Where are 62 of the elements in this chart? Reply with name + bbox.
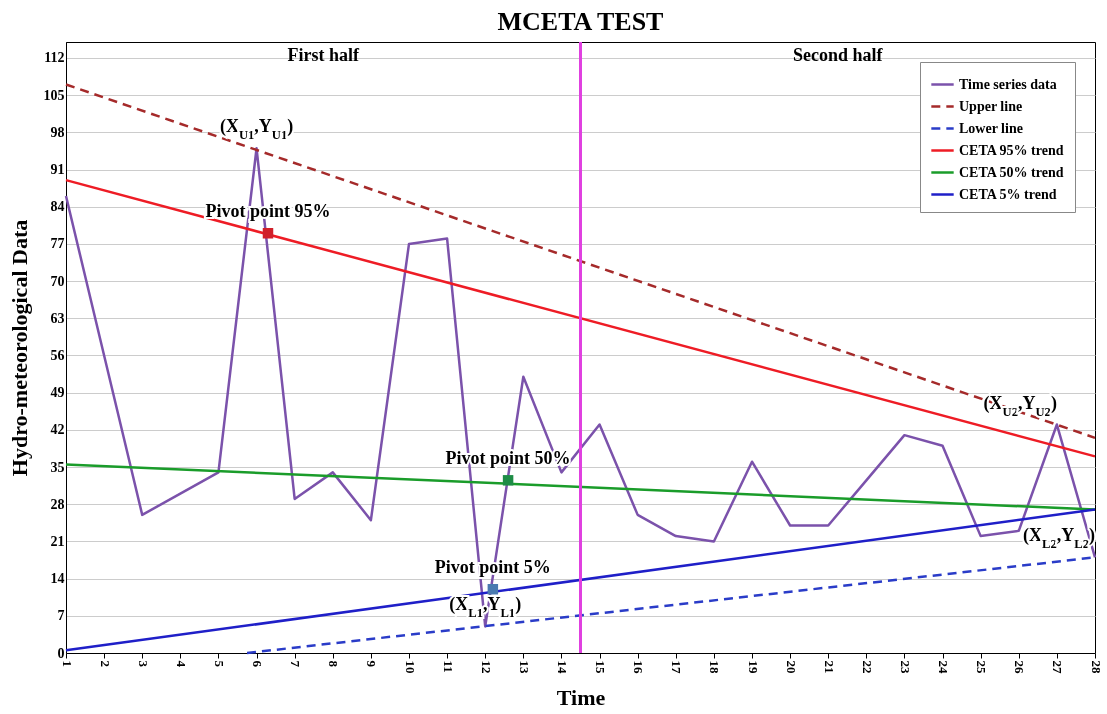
x-axis-title: Time (556, 684, 606, 710)
x-tick-label: 23 (897, 660, 913, 674)
legend-label: Lower line (959, 120, 1023, 136)
x-tick-label: 5 (211, 660, 227, 668)
x-tick-label: 28 (1088, 660, 1104, 674)
point (502, 475, 514, 486)
x-tick-label: 4 (173, 660, 189, 668)
y-tick-label: 112 (44, 50, 65, 66)
annotation: First half (287, 45, 360, 65)
y-tick-label: 35 (50, 459, 65, 475)
x-tick-label: 11 (440, 660, 456, 673)
annotation: (X$_{U2}$,Y$_{U2}$) (983, 392, 1057, 419)
x-tick-label: 20 (783, 660, 799, 674)
annotation: Second half (792, 45, 884, 65)
x-tick-label: 26 (1012, 660, 1028, 674)
y-tick-label: 70 (50, 273, 65, 289)
x-tick-label: 10 (402, 660, 418, 674)
point (262, 228, 274, 239)
y-tick-label: 0 (57, 645, 65, 661)
x-tick-label: 21 (821, 660, 837, 674)
x-tick-label: 12 (478, 660, 494, 674)
y-tick-label: 77 (50, 236, 65, 252)
x-tick-label: 16 (631, 660, 647, 674)
x-tick-label: 7 (288, 660, 304, 668)
y-tick-label: 28 (50, 496, 65, 512)
x-tick-label: 1 (59, 660, 75, 667)
legend-label: CETA 50% trend (959, 164, 1064, 180)
y-tick-label: 56 (50, 347, 65, 363)
annotation: (X$_{U1}$,Y$_{U1}$) (219, 116, 294, 143)
x-tick-label: 6 (250, 660, 266, 668)
legend-label: CETA 95% trend (959, 142, 1064, 158)
x-tick-label: 24 (936, 660, 952, 674)
legend-label: Upper line (959, 98, 1023, 114)
y-axis-title: Hydro-meteorological Data (6, 219, 32, 477)
x-tick-label: 22 (859, 660, 875, 674)
x-tick-label: 9 (364, 660, 380, 668)
x-tick-label: 8 (326, 660, 342, 668)
y-tick-label: 63 (50, 310, 65, 326)
x-tick-label: 13 (516, 660, 532, 674)
legend-label: Time series data (959, 76, 1057, 92)
x-tick-label: 25 (974, 660, 990, 674)
x-tick-label: 27 (1050, 660, 1066, 674)
x-tick-label: 19 (745, 660, 761, 674)
legend-label: CETA 5% trend (959, 186, 1057, 202)
y-tick-label: 105 (43, 87, 65, 103)
y-tick-label: 42 (50, 422, 65, 438)
y-tick-label: 84 (50, 199, 65, 215)
y-tick-label: 7 (57, 608, 65, 624)
y-tick-label: 21 (50, 533, 65, 549)
y-tick-label: 49 (50, 385, 65, 401)
x-tick-label: 2 (97, 660, 113, 667)
point (487, 584, 499, 595)
x-tick-label: 17 (669, 660, 685, 674)
chart-title: MCETA TEST (497, 6, 664, 36)
x-tick-label: 14 (554, 660, 570, 674)
y-tick-label: 98 (50, 124, 65, 140)
x-tick-label: 18 (707, 660, 723, 674)
y-tick-label: 91 (50, 162, 65, 178)
y-tick-label: 14 (50, 571, 65, 587)
x-tick-label: 3 (135, 660, 151, 668)
x-tick-label: 15 (593, 660, 609, 674)
line-series (64, 147, 1097, 628)
